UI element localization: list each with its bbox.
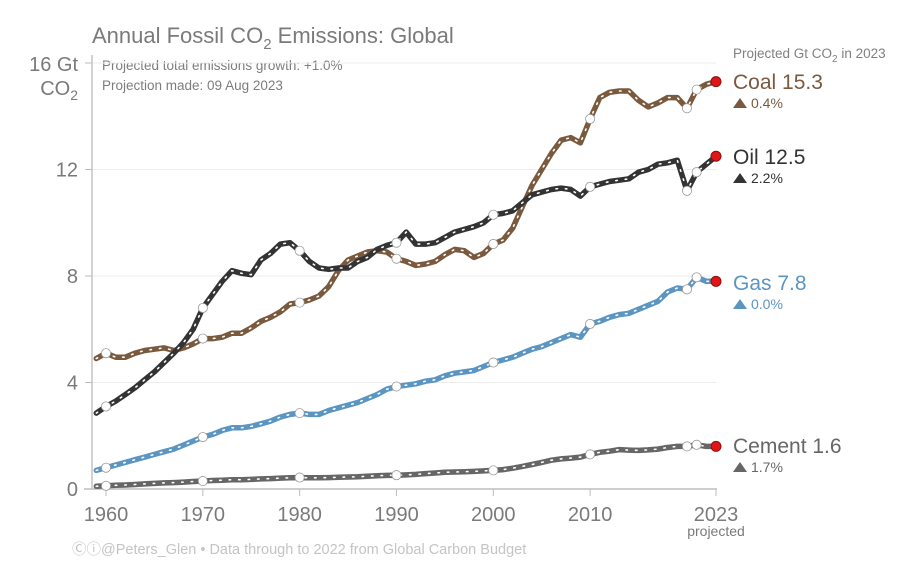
up-triangle-icon [733,98,747,108]
year-marker [391,381,402,392]
year-marker [691,439,702,450]
footer-credit: Ⓒⓘ@Peters_Glen • Data through to 2022 fr… [72,541,526,558]
x-tick-label: 1980 [277,504,322,526]
series-line [93,78,719,362]
y-tick-label: 8 [67,266,78,288]
projected-point [710,76,722,88]
series-label-oil: Oil 12.5 [733,146,805,169]
x-tick-sublabel: projected [687,523,745,539]
year-marker [681,284,692,295]
series-line [93,442,719,490]
projection-date-note: Projection made: 09 Aug 2023 [102,78,283,93]
year-marker [691,272,702,283]
year-marker [391,237,402,248]
year-marker [391,253,402,264]
year-marker [101,462,112,473]
series-change-coal: 0.4% [751,95,783,111]
series-coal [93,76,722,362]
series-line [93,153,719,416]
y-tick-label: 4 [67,373,78,395]
series-line-dots [95,276,717,472]
year-marker [101,348,112,359]
year-marker [197,302,208,313]
year-marker [681,441,692,452]
y-axis-label-top: 16 Gt [29,54,78,76]
series-line-dots [95,155,717,414]
year-marker [101,401,112,412]
year-marker [585,181,596,192]
series-change-cement: 1.7% [751,459,783,475]
y-axis-label-bottom: CO2 [40,78,78,103]
year-marker [488,357,499,368]
series-line-dots [95,80,717,360]
year-marker [585,113,596,124]
series-label-cement: Cement 1.6 [733,435,842,458]
up-triangle-icon [733,299,747,309]
year-marker [294,408,305,419]
series-line [93,274,719,474]
y-tick-labels: 0 4 8 12 [56,160,78,502]
year-marker [488,209,499,220]
gridlines [92,62,716,383]
year-marker [681,103,692,114]
series-label-coal: Coal 15.3 [733,71,823,94]
series-labels: Coal 15.30.4% Oil 12.52.2% Gas 7.80.0% Ceme… [733,71,842,475]
year-marker [488,465,499,476]
year-marker [585,318,596,329]
year-marker [294,245,305,256]
y-tick-label: 0 [67,479,78,501]
up-triangle-icon [733,462,747,472]
series-label-gas: Gas 7.8 [733,272,807,295]
year-marker [101,480,112,491]
year-marker [197,333,208,344]
x-tick-label: 2000 [471,504,516,526]
year-marker [294,297,305,308]
series-oil [93,150,722,416]
growth-note: Projected total emissions growth: +1.0% [102,58,343,73]
x-tick-label: 1990 [374,504,419,526]
year-marker [681,185,692,196]
year-marker [488,239,499,250]
series-change-oil: 2.2% [751,170,783,186]
projected-header: Projected Gt CO2 in 2023 [733,46,886,65]
year-marker [585,449,596,460]
year-marker [691,84,702,95]
series-change-gas: 0.0% [751,296,783,312]
year-marker [691,167,702,178]
year-marker [197,476,208,487]
chart-title: Annual Fossil CO2 Emissions: Global [92,23,454,53]
year-marker [294,472,305,483]
projected-point [710,150,722,162]
projected-point [710,275,722,287]
up-triangle-icon [733,173,747,183]
year-marker [391,470,402,481]
series-gas [93,272,722,474]
series-cement [93,439,722,491]
x-tick-label: 2023 [694,504,739,526]
x-tick-label: 2010 [568,504,613,526]
projected-point [710,440,722,452]
y-tick-label: 12 [56,160,78,182]
x-tick-label: 1960 [84,504,129,526]
year-marker [197,432,208,443]
series-lines [93,76,722,491]
x-tick-label: 1970 [181,504,226,526]
